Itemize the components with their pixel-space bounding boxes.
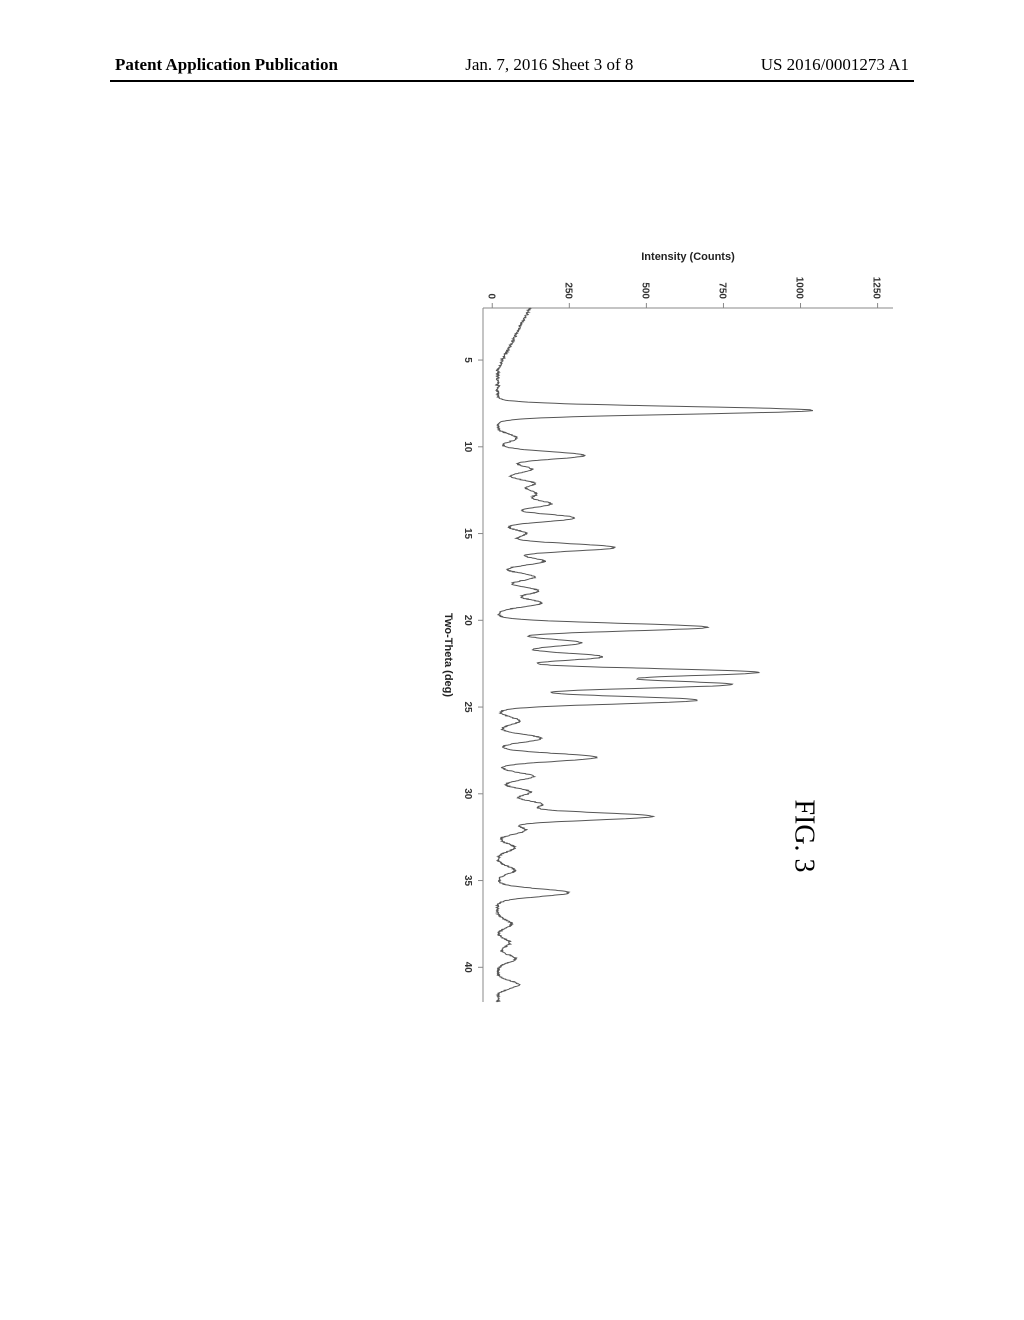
figure-3: 025050075010001250510152025303540Two-The…	[155, 190, 875, 980]
svg-text:500: 500	[639, 282, 650, 299]
svg-text:Two-Theta (deg): Two-Theta (deg)	[442, 613, 454, 697]
svg-text:10: 10	[462, 441, 473, 453]
publication-number: US 2016/0001273 A1	[761, 55, 909, 75]
svg-text:15: 15	[462, 528, 473, 540]
svg-text:750: 750	[716, 282, 727, 299]
date-sheet: Jan. 7, 2016 Sheet 3 of 8	[465, 55, 633, 75]
svg-text:5: 5	[462, 357, 473, 363]
svg-text:40: 40	[462, 962, 473, 974]
figure-caption: FIG. 3	[787, 799, 819, 872]
page-header: Patent Application Publication Jan. 7, 2…	[0, 55, 1024, 75]
svg-text:1000: 1000	[794, 277, 805, 300]
svg-text:20: 20	[462, 615, 473, 627]
header-rule	[110, 80, 914, 82]
svg-text:0: 0	[485, 293, 496, 299]
svg-text:Intensity (Counts): Intensity (Counts)	[641, 251, 735, 263]
publication-type: Patent Application Publication	[115, 55, 338, 75]
svg-text:35: 35	[462, 875, 473, 887]
svg-text:30: 30	[462, 788, 473, 800]
xrd-chart-container: 0 250 500 750 1000 1250 5 10 15 20 25 30 35 40 Two-The…	[125, 240, 905, 1020]
xrd-chart: 0 250 500 750 1000 1250 5 10 15 20 25 30 35 40 Two-The…	[425, 240, 905, 1020]
svg-text:250: 250	[562, 282, 573, 299]
svg-text:1250: 1250	[871, 277, 882, 300]
svg-text:25: 25	[462, 701, 473, 713]
